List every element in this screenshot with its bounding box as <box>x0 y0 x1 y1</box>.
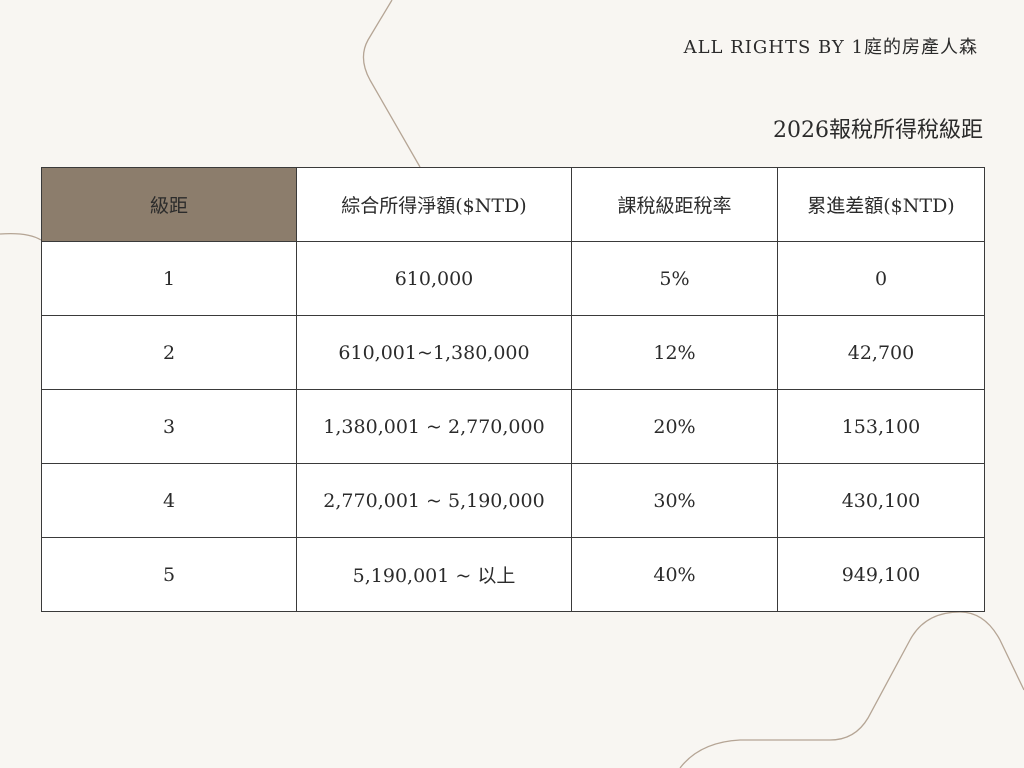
column-header-net-income: 綜合所得淨額($NTD) <box>296 167 572 242</box>
cell-tax-rate: 20% <box>571 389 778 464</box>
cell-progressive-difference: 0 <box>777 241 985 316</box>
cell-bracket: 1 <box>41 241 297 316</box>
cell-bracket: 3 <box>41 389 297 464</box>
cell-net-income: 610,001~1,380,000 <box>296 315 572 390</box>
top-diagonal-line <box>362 0 421 168</box>
cell-tax-rate: 5% <box>571 241 778 316</box>
page-title: 2026報稅所得稅級距 <box>773 118 983 143</box>
cell-tax-rate: 30% <box>571 463 778 538</box>
cell-progressive-difference: 949,100 <box>777 537 985 612</box>
cell-bracket: 5 <box>41 537 297 612</box>
cell-tax-rate: 12% <box>571 315 778 390</box>
copyright-text: ALL RIGHTS BY 1庭的房產人森 <box>683 37 978 58</box>
cell-bracket: 2 <box>41 315 297 390</box>
bottom-right-curve-line <box>679 611 1024 768</box>
table-row: 3 1,380,001 ~ 2,770,000 20% 153,100 <box>41 389 985 464</box>
table-row: 4 2,770,001 ~ 5,190,000 30% 430,100 <box>41 463 985 538</box>
cell-progressive-difference: 153,100 <box>777 389 985 464</box>
table-row: 2 610,001~1,380,000 12% 42,700 <box>41 315 985 390</box>
column-header-tax-rate: 課稅級距稅率 <box>571 167 778 242</box>
table-row: 5 5,190,001 ~ 以上 40% 949,100 <box>41 537 985 612</box>
column-header-bracket: 級距 <box>41 167 297 242</box>
tax-bracket-table: 級距 綜合所得淨額($NTD) 課稅級距稅率 累進差額($NTD) 1 610,… <box>41 167 985 612</box>
cell-net-income: 610,000 <box>296 241 572 316</box>
column-header-progressive-difference: 累進差額($NTD) <box>777 167 985 242</box>
table-header-row: 級距 綜合所得淨額($NTD) 課稅級距稅率 累進差額($NTD) <box>41 167 985 242</box>
cell-bracket: 4 <box>41 463 297 538</box>
left-curve-line <box>0 232 42 241</box>
table-row: 1 610,000 5% 0 <box>41 241 985 316</box>
cell-net-income: 5,190,001 ~ 以上 <box>296 537 572 612</box>
cell-net-income: 2,770,001 ~ 5,190,000 <box>296 463 572 538</box>
cell-net-income: 1,380,001 ~ 2,770,000 <box>296 389 572 464</box>
cell-progressive-difference: 430,100 <box>777 463 985 538</box>
cell-progressive-difference: 42,700 <box>777 315 985 390</box>
cell-tax-rate: 40% <box>571 537 778 612</box>
